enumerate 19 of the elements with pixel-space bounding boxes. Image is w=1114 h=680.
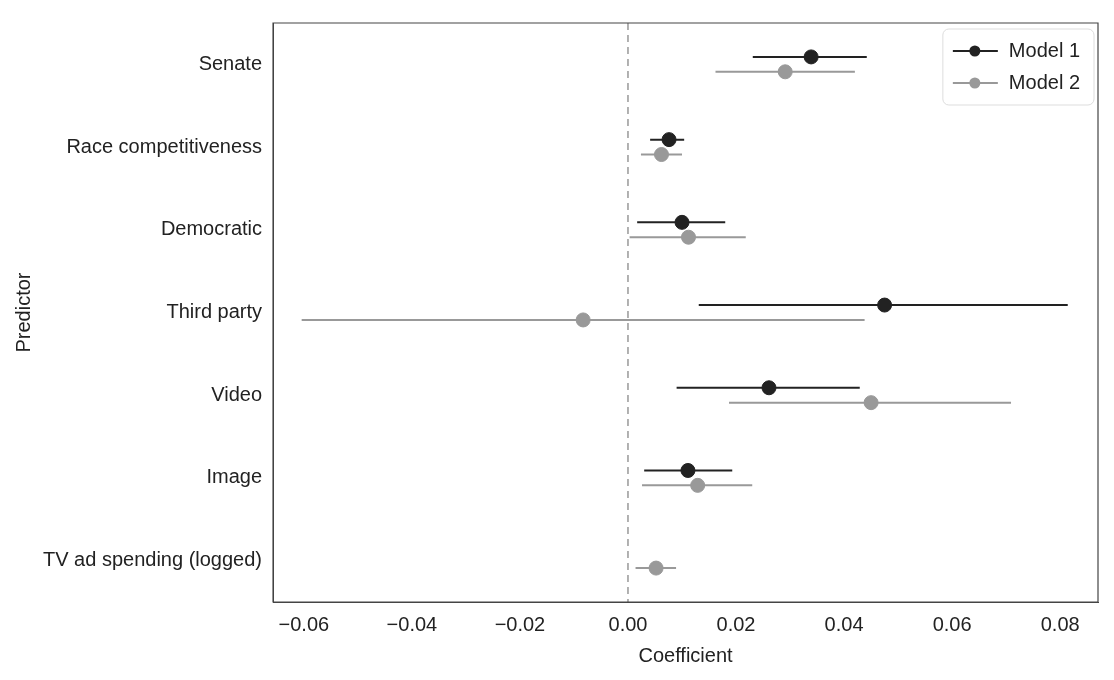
y-axis-title: Predictor <box>11 272 34 353</box>
legend-label: Model 2 <box>1008 70 1080 93</box>
y-tick-label: Democratic <box>160 217 263 240</box>
legend-label: Model 1 <box>1008 38 1080 61</box>
x-axis-title: Coefficient <box>638 643 734 666</box>
y-tick-label: Image <box>206 465 263 488</box>
x-tick-label: 0.04 <box>824 612 864 635</box>
y-tick-label: Third party <box>166 300 263 323</box>
y-tick-label: Video <box>211 382 263 405</box>
y-tick-label: Race competitiveness <box>66 134 263 157</box>
x-tick-label: 0.08 <box>1040 612 1080 635</box>
x-tick-label: 0.06 <box>932 612 972 635</box>
y-tick-label: TV ad spending (logged) <box>42 548 263 571</box>
x-tick-label: −0.06 <box>278 612 330 635</box>
x-tick-label: 0.00 <box>608 612 648 635</box>
x-tick-label: 0.02 <box>716 612 756 635</box>
x-tick-label: −0.04 <box>386 612 438 635</box>
x-tick-label: −0.02 <box>494 612 546 635</box>
y-tick-label: Senate <box>198 51 263 74</box>
